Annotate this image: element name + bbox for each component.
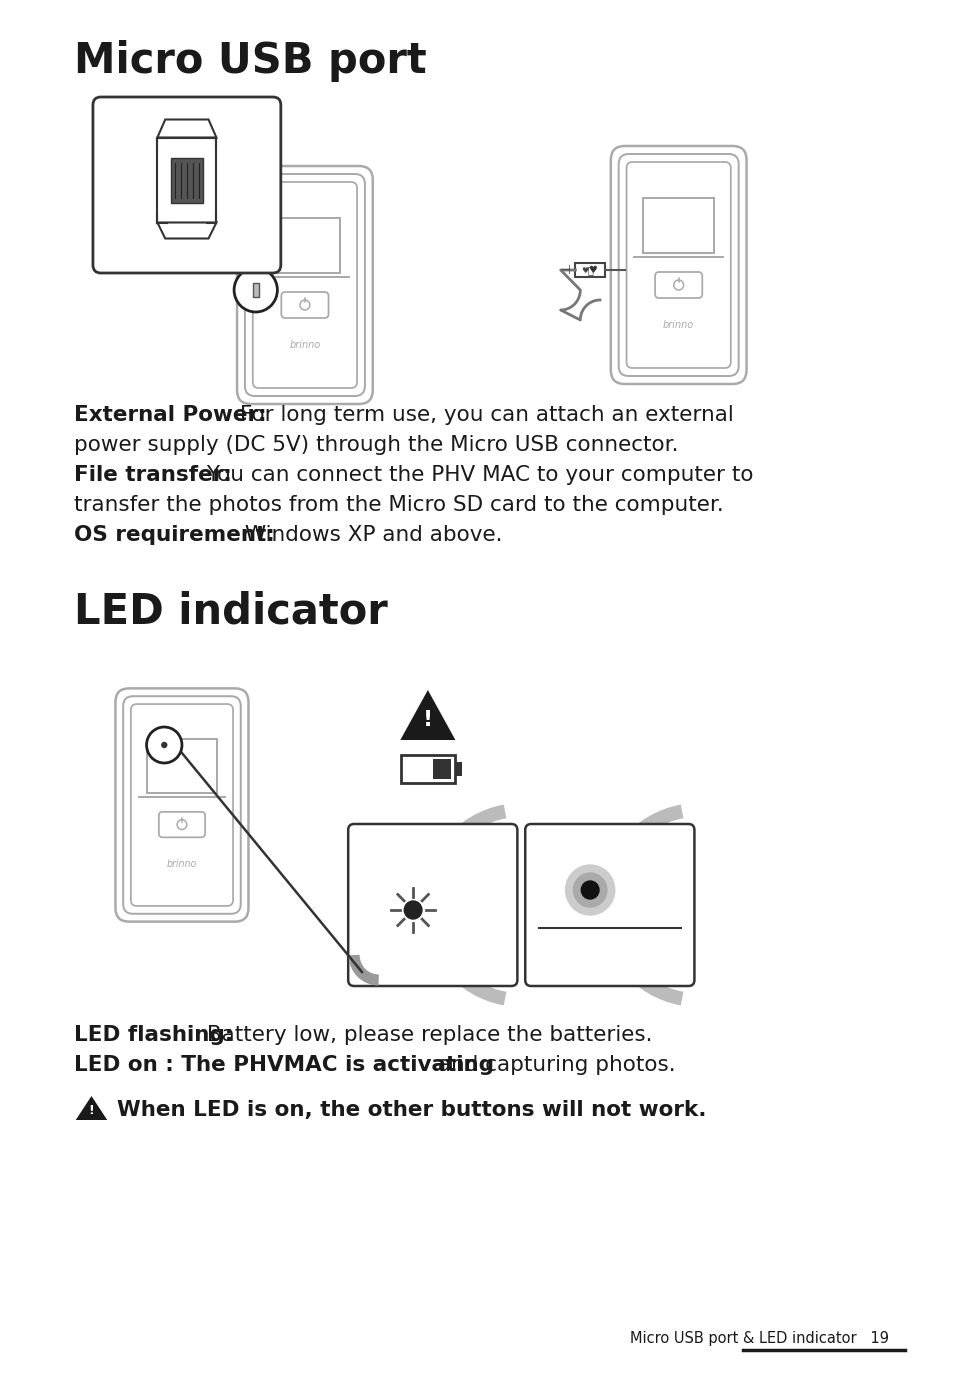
Polygon shape — [157, 120, 216, 138]
Bar — [433, 759, 451, 778]
Circle shape — [147, 727, 182, 763]
Circle shape — [565, 865, 614, 915]
Text: Windows XP and above.: Windows XP and above. — [238, 524, 502, 545]
Bar — [253, 283, 258, 297]
Text: LED flashing:: LED flashing: — [73, 1025, 233, 1045]
Bar — [575, 264, 604, 277]
Text: brinno: brinno — [289, 339, 320, 351]
Bar — [147, 740, 216, 794]
FancyBboxPatch shape — [348, 824, 517, 985]
Bar — [171, 157, 202, 203]
Circle shape — [162, 742, 167, 748]
Bar — [400, 755, 455, 782]
Text: ␧: ␧ — [587, 265, 593, 275]
Text: For long term use, you can attach an external: For long term use, you can attach an ext… — [233, 404, 733, 425]
Text: brinno: brinno — [662, 320, 694, 330]
Text: ⊣: ⊣ — [559, 264, 570, 276]
Text: LED indicator: LED indicator — [73, 591, 387, 632]
Text: transfer the photos from the Micro SD card to the computer.: transfer the photos from the Micro SD ca… — [73, 495, 722, 515]
Bar — [157, 138, 216, 222]
Text: and capturing photos.: and capturing photos. — [431, 1054, 675, 1075]
Text: LED on : The PHVMAC is activating: LED on : The PHVMAC is activating — [73, 1054, 494, 1075]
Text: When LED is on, the other buttons will not work.: When LED is on, the other buttons will n… — [117, 1100, 706, 1121]
Text: brinno: brinno — [167, 858, 197, 869]
Text: External Power:: External Power: — [73, 404, 266, 425]
Bar — [455, 762, 461, 776]
Text: ♥: ♥ — [581, 265, 588, 275]
Text: Micro USB port: Micro USB port — [73, 40, 426, 81]
Text: power supply (DC 5V) through the Micro USB connector.: power supply (DC 5V) through the Micro U… — [73, 435, 678, 455]
Bar — [270, 218, 340, 273]
Circle shape — [404, 901, 421, 919]
Bar — [642, 197, 714, 253]
Polygon shape — [400, 690, 455, 740]
Circle shape — [580, 880, 598, 898]
Circle shape — [233, 268, 277, 312]
Circle shape — [573, 874, 606, 907]
Text: OS requirement:: OS requirement: — [73, 524, 274, 545]
FancyBboxPatch shape — [92, 97, 280, 273]
FancyBboxPatch shape — [525, 824, 694, 985]
Text: Battery low, please replace the batteries.: Battery low, please replace the batterie… — [199, 1025, 652, 1045]
Text: ♥: ♥ — [587, 265, 596, 275]
Text: File transfer:: File transfer: — [73, 465, 232, 484]
Polygon shape — [157, 222, 216, 239]
Text: !: ! — [422, 709, 433, 730]
Text: You can connect the PHV MAC to your computer to: You can connect the PHV MAC to your comp… — [199, 465, 752, 484]
Polygon shape — [75, 1096, 107, 1121]
Text: Micro USB port & LED indicator   19: Micro USB port & LED indicator 19 — [629, 1330, 887, 1346]
Text: !: ! — [89, 1104, 94, 1118]
